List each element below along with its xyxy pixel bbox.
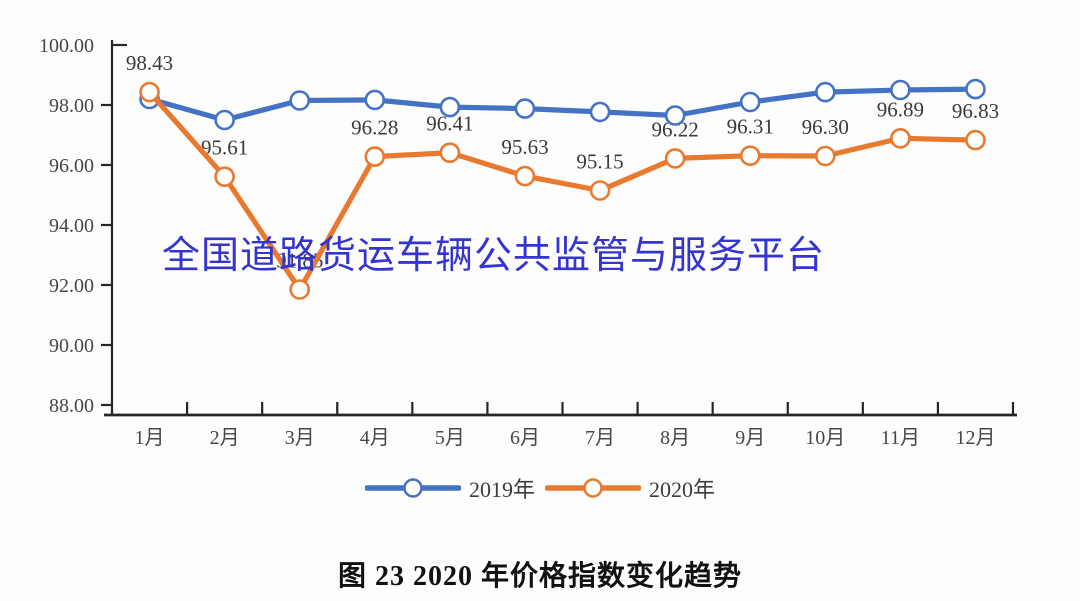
data-point-2020年 [814, 145, 836, 167]
data-point-2020年 [965, 129, 986, 151]
data-point-2020年 [739, 145, 761, 166]
legend-item-2019年: 2019年 [364, 472, 535, 504]
x-axis-tick-label: 10月 [805, 427, 845, 449]
legend-circle [583, 478, 603, 498]
y-axis-tick-label: 96.00 [49, 155, 94, 177]
data-point-2020年 [289, 279, 311, 300]
data-label: 98.43 [126, 51, 173, 75]
data-point-2019年 [289, 90, 311, 111]
data-point-2020年 [139, 81, 160, 103]
data-point-2019年 [589, 101, 611, 123]
x-axis-tick-label: 7月 [585, 427, 615, 449]
data-label: 96.28 [351, 116, 398, 140]
data-point-2020年 [364, 146, 386, 167]
x-axis-tick-label: 3月 [285, 427, 315, 449]
data-point-2019年 [439, 96, 461, 118]
y-axis-tick-label: 98.00 [49, 95, 94, 117]
data-point-2020年 [664, 148, 686, 169]
data-point-2019年 [214, 109, 235, 131]
y-axis-tick-label: 92.00 [49, 275, 94, 297]
chart-legend: 2019年 2020年 [0, 472, 1080, 504]
data-point-2019年 [890, 79, 911, 101]
y-axis-tick-label: 94.00 [49, 215, 94, 237]
x-axis-tick-label: 8月 [660, 427, 690, 449]
data-point-2019年 [664, 105, 686, 126]
data-label: 95.63 [501, 135, 548, 159]
figure-caption: 图 23 2020 年价格指数变化趋势 [337, 561, 742, 592]
data-label: 96.89 [877, 97, 924, 121]
x-axis-tick-label: 5月 [435, 427, 465, 449]
y-axis-tick-label: 88.00 [49, 395, 94, 417]
data-point-2019年 [739, 91, 761, 113]
legend-marker-2020年 [545, 478, 641, 498]
data-point-2020年 [439, 142, 461, 163]
y-axis-tick-label: 90.00 [49, 335, 94, 357]
x-axis-tick-label: 9月 [735, 427, 765, 449]
data-point-2019年 [814, 81, 836, 103]
data-point-2019年 [514, 98, 536, 119]
legend-marker-2019年 [364, 478, 461, 498]
data-label: 95.15 [576, 150, 623, 174]
data-label: 96.30 [802, 115, 849, 139]
series-line-2019年 [146, 86, 979, 123]
data-label: 96.31 [727, 115, 774, 139]
price-index-line-chart: 100.00 98.00 96.00 94.00 92.00 90.00 88.00 1月 2月… [39, 35, 1017, 449]
x-axis-tick-label: 1月 [135, 427, 165, 449]
data-point-2020年 [214, 166, 235, 187]
legend-circle [403, 478, 423, 498]
data-point-2020年 [890, 128, 911, 149]
x-axis-tick-label: 6月 [510, 427, 540, 449]
x-axis-tick-label: 12月 [955, 427, 995, 449]
legend-label: 2020年 [649, 477, 716, 502]
data-label: 96.83 [952, 99, 999, 123]
data-point-2020年 [589, 180, 611, 201]
chart-canvas: 100.00 98.00 96.00 94.00 92.00 90.00 88.00 1月 2月… [39, 35, 1017, 449]
legend-item-2020年: 2020年 [545, 472, 715, 504]
series-line-2020年 [146, 89, 979, 293]
x-axis-tick-label: 4月 [360, 427, 390, 449]
data-point-2019年 [364, 89, 386, 111]
x-axis-tick-label: 2月 [210, 427, 240, 449]
y-axis-tick-label: 100.00 [39, 35, 94, 57]
x-axis-tick-label: 11月 [881, 427, 920, 449]
data-point-2020年 [514, 165, 536, 187]
data-point-2019年 [965, 78, 986, 100]
legend-label: 2019年 [468, 477, 535, 502]
